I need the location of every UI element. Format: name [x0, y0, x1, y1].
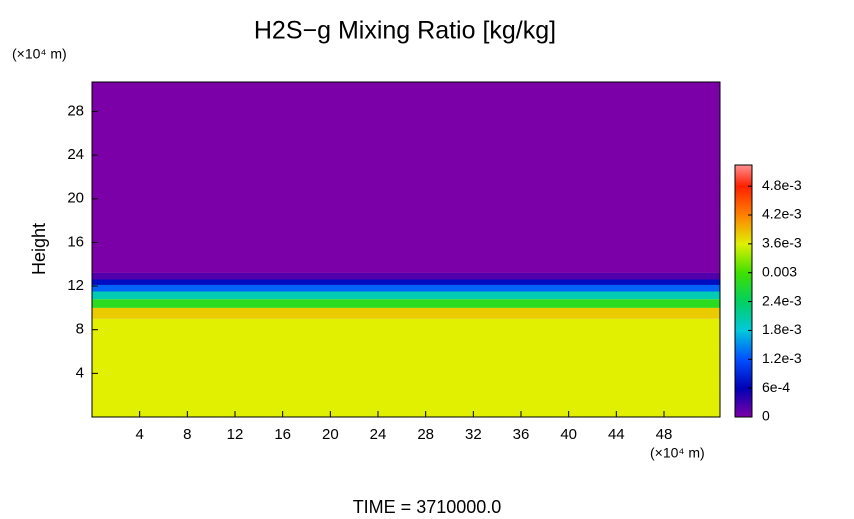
x-tick-label: 12: [227, 426, 244, 443]
y-tick-label: 20: [67, 190, 84, 207]
contour-band: [92, 318, 720, 417]
colorbar-tick-label: 0: [762, 408, 770, 424]
x-tick-label: 44: [608, 426, 625, 443]
colorbar-tick-label: 6e-4: [762, 379, 790, 395]
colorbar-tick-label: 2.4e-3: [762, 292, 802, 308]
x-tick-label: 4: [135, 426, 143, 443]
contour-band: [92, 82, 720, 273]
contour-band: [92, 279, 720, 285]
contour-band: [92, 284, 720, 292]
colorbar-tick-label: 4.2e-3: [762, 206, 802, 222]
x-tick-label: 8: [183, 426, 191, 443]
colorbar-tick-label: 1.2e-3: [762, 350, 802, 366]
y-axis-label: Height: [29, 223, 49, 275]
x-tick-label: 36: [513, 426, 530, 443]
colorbar-tick-label: 4.8e-3: [762, 177, 802, 193]
y-tick-label: 16: [67, 233, 84, 250]
colorbar-tick-label: 0.003: [762, 263, 797, 279]
contour-band: [92, 272, 720, 280]
y-unit: (×10⁴ m): [12, 46, 67, 62]
plot-frame: [91, 81, 721, 418]
y-tick-label: 12: [67, 277, 84, 294]
x-unit: (×10⁴ m): [650, 445, 705, 461]
y-tick-label: 8: [76, 321, 84, 338]
x-tick-label: 32: [465, 426, 482, 443]
y-tick-label: 24: [67, 146, 84, 163]
contour-band: [92, 299, 720, 308]
footer: TIME = 3710000.0: [353, 497, 502, 517]
x-tick-label: 40: [560, 426, 577, 443]
colorbar: [734, 164, 753, 418]
y-tick-label: 4: [76, 364, 84, 381]
x-tick-label: 24: [370, 426, 387, 443]
colorbar-tick-label: 3.6e-3: [762, 235, 802, 251]
contour-band: [92, 307, 720, 319]
x-tick-label: 28: [417, 426, 434, 443]
chart-title: H2S−g Mixing Ratio [kg/kg]: [254, 17, 556, 45]
y-tick-label: 28: [67, 102, 84, 119]
x-tick-label: 16: [274, 426, 291, 443]
x-tick-label: 48: [656, 426, 673, 443]
colorbar-tick-label: 1.8e-3: [762, 321, 802, 337]
x-tick-label: 20: [322, 426, 339, 443]
contour-band: [92, 291, 720, 300]
